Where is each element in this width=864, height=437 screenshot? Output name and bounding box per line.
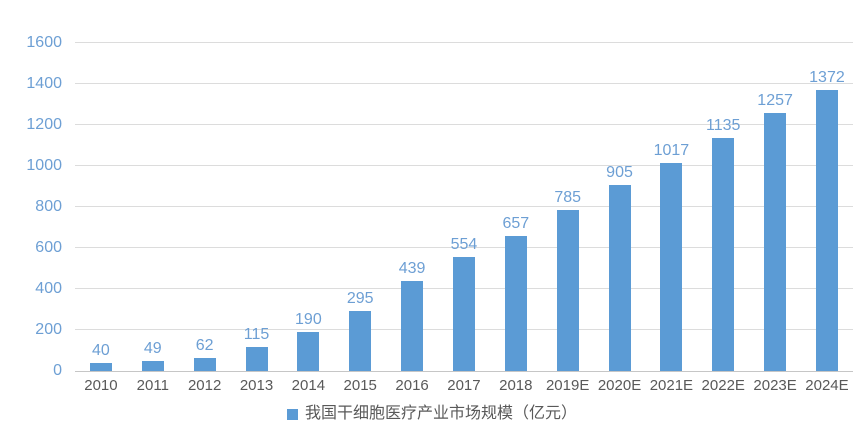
gridline (75, 42, 853, 43)
bar-value-label: 115 (243, 326, 270, 344)
x-axis-tick-label: 2015 (343, 377, 377, 394)
bar-value-label: 190 (295, 311, 322, 329)
bar-value-label: 439 (398, 260, 426, 278)
bar (401, 281, 424, 371)
bar (297, 332, 320, 371)
bar (660, 162, 683, 371)
gridline (75, 165, 853, 166)
y-axis-tick-label: 1400 (26, 75, 62, 92)
bar-column: 554 (438, 43, 490, 371)
x-axis-tick-label: 2018 (499, 377, 533, 394)
bar-value-label: 49 (143, 339, 162, 357)
bar-value-label: 1017 (653, 141, 690, 159)
bar-column: 49 (127, 43, 179, 371)
y-axis-tick-label: 800 (35, 198, 62, 215)
bar-column: 439 (386, 43, 438, 371)
gridline (75, 83, 853, 84)
bar-column: 1017 (645, 43, 697, 371)
bar-column: 1135 (697, 43, 749, 371)
x-axis-tick-label: 2020E (597, 377, 642, 394)
bar (764, 113, 787, 371)
bar (504, 236, 527, 371)
bar-column: 40 (75, 43, 127, 371)
bar (712, 138, 735, 371)
y-axis: 0 200 400 600 800 1000 1200 1400 1600 (0, 35, 62, 379)
x-axis-tick-label: 2010 (84, 377, 118, 394)
y-axis-tick-label: 400 (35, 280, 62, 297)
bar (89, 362, 112, 371)
x-axis-tick-label: 2023E (753, 377, 797, 394)
bar-column: 1372 (801, 43, 853, 371)
y-axis-tick-label: 200 (35, 321, 62, 338)
y-axis-tick-label: 0 (53, 362, 62, 379)
bar (245, 347, 268, 371)
bar-column: 905 (594, 43, 646, 371)
x-axis-tick-label: 2024E (805, 377, 849, 394)
bar-value-label: 295 (346, 289, 374, 307)
x-axis-tick-label: 2011 (136, 377, 169, 394)
x-axis-tick-label: 2016 (395, 377, 429, 394)
legend: 我国干细胞医疗产业市场规模（亿元） (0, 402, 864, 426)
bar-column: 295 (334, 43, 386, 371)
x-axis-tick-label: 2019E (545, 377, 590, 394)
x-axis-tick-label: 2022E (701, 377, 745, 394)
bar-column: 62 (179, 43, 231, 371)
x-axis-tick-label: 2012 (187, 377, 222, 394)
bar-value-label: 1372 (809, 68, 845, 86)
bar (193, 358, 216, 371)
x-axis-tick-label: 2021E (649, 377, 694, 394)
bar-value-label: 40 (92, 341, 110, 359)
bar-column: 1257 (749, 43, 801, 371)
gridline (75, 247, 853, 248)
bar-value-label: 657 (502, 215, 530, 233)
plot-area: 40 49 62 115 190 295 439 554 657 785 905 1017 1135 12… (75, 42, 853, 372)
bar (608, 185, 631, 371)
bar-value-label: 785 (554, 189, 582, 207)
bar (349, 310, 372, 371)
gridline (75, 124, 853, 125)
legend-marker-icon (286, 408, 298, 420)
bar-series: 40 49 62 115 190 295 439 554 657 785 905 1017 1135 12… (75, 43, 853, 371)
legend-label: 我国干细胞医疗产业市场规模（亿元） (304, 405, 577, 422)
bar-value-label: 554 (450, 236, 478, 254)
bar-value-label: 1135 (706, 117, 741, 135)
bar (815, 89, 838, 371)
bar (141, 360, 164, 371)
bar-column: 115 (231, 43, 283, 371)
bar-value-label: 1257 (757, 92, 793, 110)
x-axis-tick-label: 2013 (239, 377, 274, 394)
gridline (75, 206, 853, 207)
bar (452, 257, 475, 371)
bar-value-label: 905 (606, 164, 633, 182)
y-axis-tick-label: 1200 (26, 116, 62, 133)
y-axis-tick-label: 1000 (26, 157, 62, 174)
bar-value-label: 62 (195, 337, 214, 355)
bar (556, 210, 579, 371)
y-axis-tick-label: 600 (35, 239, 62, 256)
x-axis: 2010 2011 2012 2013 2014 2015 2016 2017 2018 2019… (75, 376, 853, 396)
bar-column: 785 (542, 43, 594, 371)
y-axis-tick-label: 1600 (26, 34, 62, 51)
bar-column: 190 (282, 43, 334, 371)
bar-column: 657 (490, 43, 542, 371)
x-axis-tick-label: 2014 (291, 377, 326, 394)
x-axis-tick-label: 2017 (447, 377, 481, 394)
